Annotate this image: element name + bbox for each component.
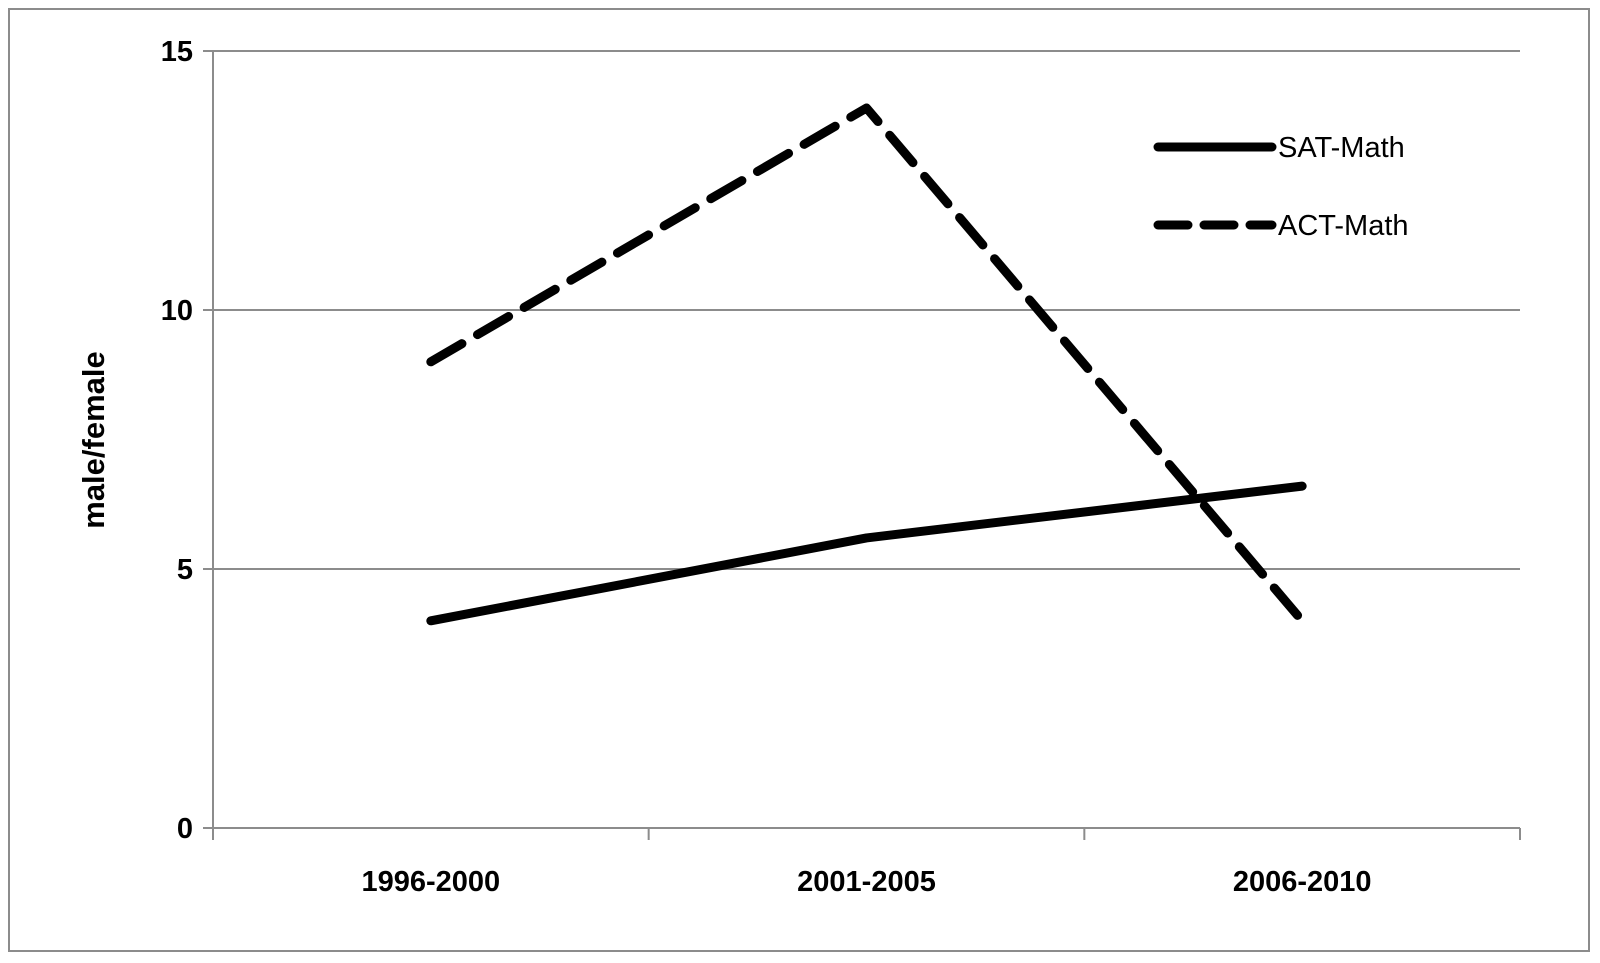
- x-tick-label: 2006-2010: [1233, 866, 1372, 898]
- x-tick-label: 2001-2005: [797, 866, 936, 898]
- legend: SAT-Math ACT-Math: [1153, 132, 1409, 242]
- legend-label: ACT-Math: [1278, 210, 1409, 242]
- series-line-act-math: [426, 103, 1307, 626]
- chart-frame: [8, 8, 1590, 952]
- y-tick-label: 10: [161, 295, 193, 327]
- legend-label: SAT-Math: [1278, 132, 1405, 164]
- gridlines: [213, 50, 1520, 570]
- y-axis-label: male/female: [76, 351, 111, 529]
- series-lines: [426, 103, 1307, 626]
- y-tick-label: 0: [177, 813, 193, 845]
- y-tick-label: 5: [177, 554, 193, 586]
- y-tick-label: 15: [161, 36, 193, 68]
- series-line-sat-math: [426, 481, 1307, 626]
- y-tick-labels: 0 5 10 15: [161, 36, 193, 845]
- axes: [203, 50, 1521, 840]
- x-tick-label: 1996-2000: [361, 866, 500, 898]
- x-tick-labels: 1996-2000 2001-2005 2006-2010: [361, 866, 1371, 898]
